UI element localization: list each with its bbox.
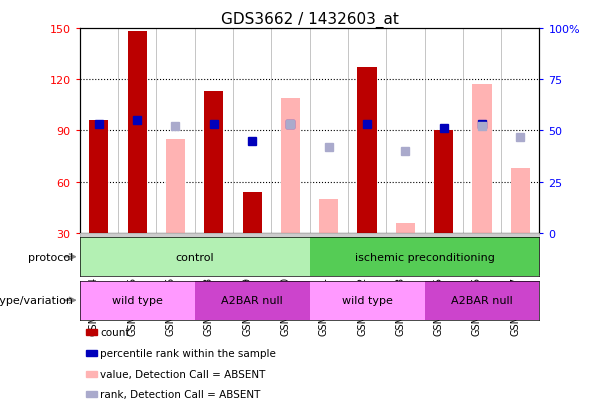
Bar: [243, 192, 262, 233]
Bar: [166, 140, 185, 233]
Bar: [473, 85, 492, 233]
Bar: [511, 169, 530, 233]
Text: control: control: [175, 252, 214, 262]
Text: rank, Detection Call = ABSENT: rank, Detection Call = ABSENT: [100, 389, 261, 399]
Text: value, Detection Call = ABSENT: value, Detection Call = ABSENT: [100, 369, 265, 379]
Text: A2BAR null: A2BAR null: [451, 295, 513, 306]
Bar: [195, 281, 310, 320]
Bar: [80, 281, 195, 320]
Bar: [424, 281, 539, 320]
Bar: [89, 121, 109, 233]
Bar: [434, 131, 453, 233]
Bar: [80, 237, 310, 277]
Bar: [128, 32, 147, 233]
Text: wild type: wild type: [112, 295, 162, 306]
Text: percentile rank within the sample: percentile rank within the sample: [100, 348, 276, 358]
Bar: [396, 223, 415, 233]
Text: wild type: wild type: [341, 295, 392, 306]
Text: protocol: protocol: [28, 252, 74, 262]
Bar: [319, 199, 338, 233]
Bar: [281, 99, 300, 233]
Text: ischemic preconditioning: ischemic preconditioning: [354, 252, 495, 262]
Bar: [310, 281, 424, 320]
Text: genotype/variation: genotype/variation: [0, 295, 74, 306]
Text: A2BAR null: A2BAR null: [221, 295, 283, 306]
Title: GDS3662 / 1432603_at: GDS3662 / 1432603_at: [221, 12, 398, 28]
Bar: [310, 237, 539, 277]
Bar: [357, 68, 376, 233]
Text: count: count: [100, 328, 129, 337]
Bar: [204, 92, 223, 233]
